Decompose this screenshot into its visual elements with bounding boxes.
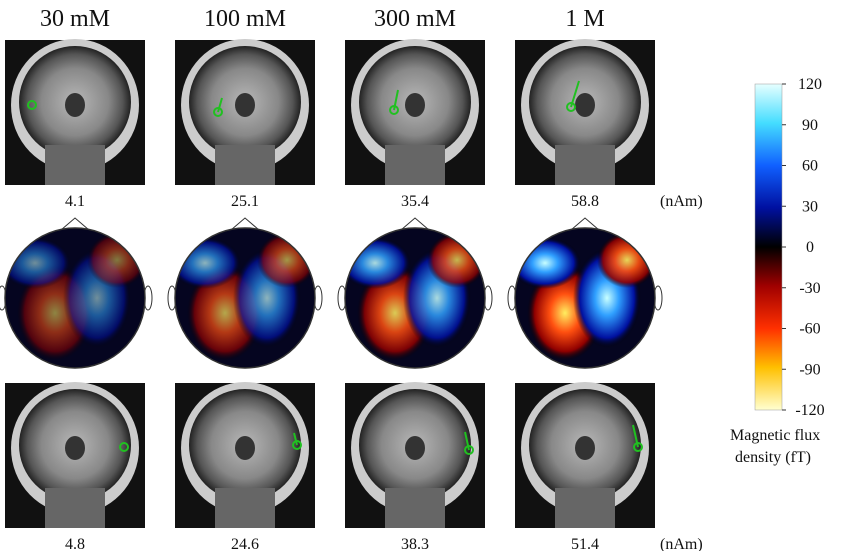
colorbar-tick-label: -90 bbox=[799, 361, 820, 378]
moment-value: 58.8 bbox=[571, 193, 599, 210]
field-negative bbox=[87, 232, 147, 288]
colorbar-tick-label: -60 bbox=[799, 321, 820, 338]
unit-label: (nAm) bbox=[660, 193, 703, 210]
field-negative bbox=[427, 232, 487, 288]
moment-value: 35.4 bbox=[401, 193, 429, 210]
brainstem bbox=[45, 488, 105, 528]
concentration-header: 300 mM bbox=[374, 6, 456, 32]
moment-value: 51.4 bbox=[571, 536, 599, 551]
topomap bbox=[168, 218, 322, 368]
mri-bottom bbox=[175, 382, 315, 528]
brainstem bbox=[215, 488, 275, 528]
ventricle bbox=[405, 93, 425, 117]
moment-value: 25.1 bbox=[231, 193, 259, 210]
mri-bottom bbox=[5, 382, 145, 528]
topomap bbox=[338, 218, 492, 368]
colorbar-label: Magnetic flux bbox=[730, 427, 820, 444]
brainstem bbox=[385, 488, 445, 528]
colorbar-tick-label: 0 bbox=[806, 239, 814, 256]
ventricle bbox=[575, 436, 595, 460]
concentration-header: 100 mM bbox=[204, 6, 286, 32]
brainstem bbox=[555, 488, 615, 528]
colorbar bbox=[755, 84, 782, 410]
panels: 30 mM 4.1 4.8 100 mM 25.1 24.6 300 mM 35.4 38.3 1… bbox=[0, 6, 662, 551]
ventricle bbox=[65, 436, 85, 460]
colorbar-tick-label: 60 bbox=[802, 158, 818, 175]
mri-bottom bbox=[515, 382, 655, 528]
field-positive bbox=[169, 237, 241, 289]
mri-top bbox=[515, 39, 655, 185]
brainstem bbox=[385, 145, 445, 185]
colorbar-label: density (fT) bbox=[735, 449, 811, 466]
colorbar-tick-label: 30 bbox=[802, 198, 818, 215]
topomap bbox=[0, 218, 152, 368]
ventricle bbox=[235, 436, 255, 460]
field-negative bbox=[257, 232, 317, 288]
moment-value: 4.1 bbox=[65, 193, 85, 210]
colorbar-tick-label: -120 bbox=[795, 402, 824, 419]
concentration-header: 30 mM bbox=[40, 6, 110, 32]
ventricle bbox=[65, 93, 85, 117]
mri-bottom bbox=[345, 382, 485, 528]
brainstem bbox=[555, 145, 615, 185]
mri-top bbox=[5, 39, 145, 185]
field-positive bbox=[0, 237, 71, 289]
ventricle bbox=[575, 93, 595, 117]
colorbar-tick-label: 120 bbox=[798, 76, 822, 93]
topomap bbox=[508, 218, 662, 368]
figure: 30 mM 4.1 4.8 100 mM 25.1 24.6 300 mM 35.4 38.3 1… bbox=[0, 0, 845, 551]
concentration-header: 1 M bbox=[565, 6, 604, 32]
mri-top bbox=[175, 39, 315, 185]
field-positive bbox=[339, 237, 411, 289]
field-positive bbox=[509, 237, 581, 289]
colorbar-tick-label: -30 bbox=[799, 280, 820, 297]
mri-top bbox=[345, 39, 485, 185]
colorbar-tick-label: 90 bbox=[802, 117, 818, 134]
brainstem bbox=[45, 145, 105, 185]
unit-label: (nAm) bbox=[660, 536, 703, 551]
ventricle bbox=[405, 436, 425, 460]
field-negative bbox=[597, 232, 657, 288]
moment-value: 38.3 bbox=[401, 536, 429, 551]
ventricle bbox=[235, 93, 255, 117]
brainstem bbox=[215, 145, 275, 185]
moment-value: 24.6 bbox=[231, 536, 259, 551]
moment-value: 4.8 bbox=[65, 536, 85, 551]
